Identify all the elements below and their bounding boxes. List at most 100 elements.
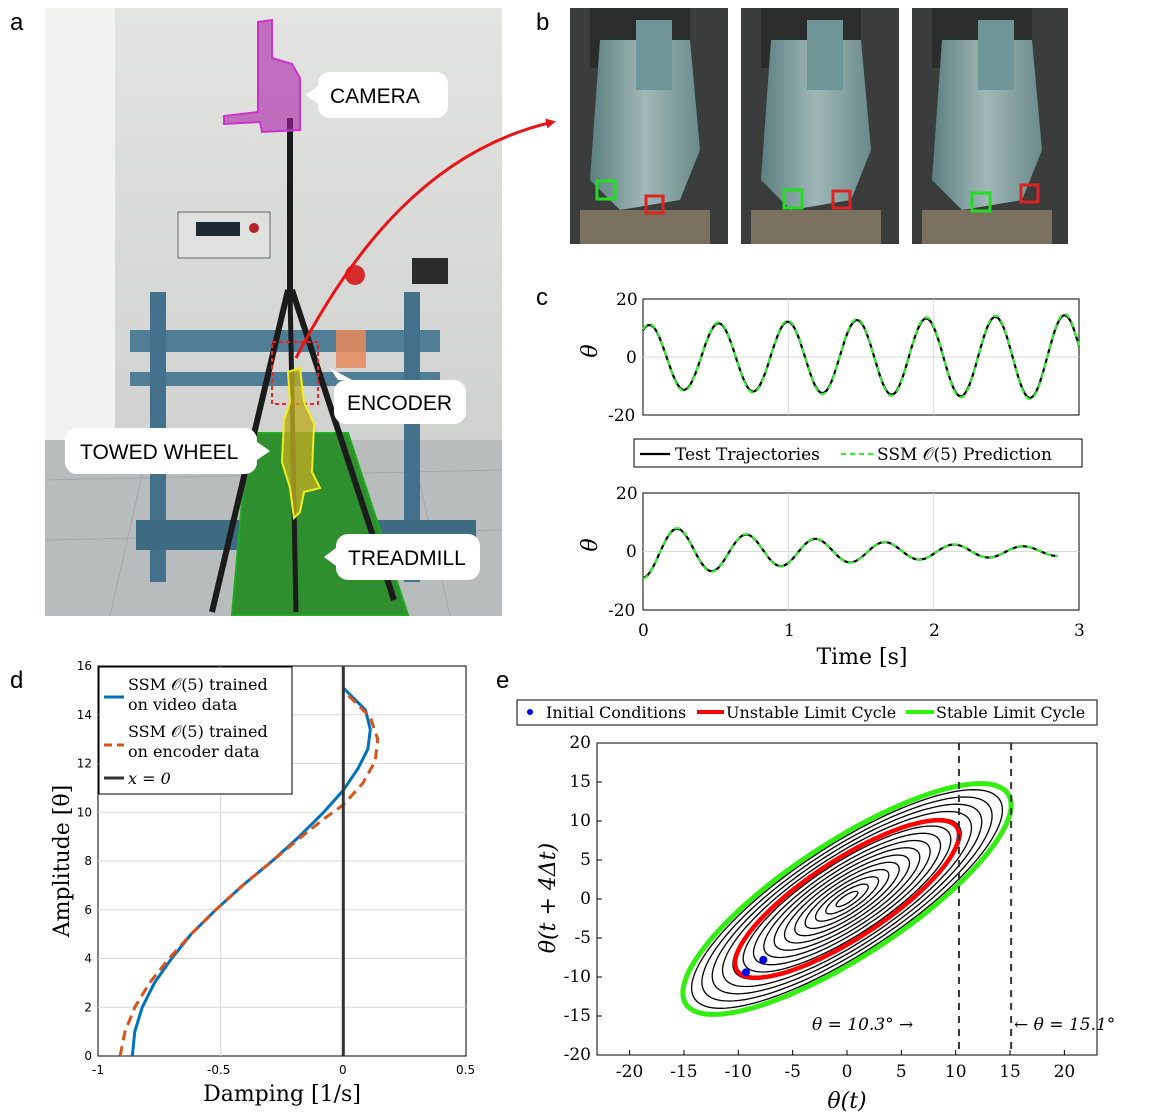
chart-d-yticks: 0 2 4 6 8 10 12 14 16: [77, 659, 92, 1063]
video-frame-1: [570, 8, 728, 244]
e-ylabel: θ(t + 4Δt): [536, 843, 561, 953]
callout-encoder-text: ENCODER: [347, 392, 452, 415]
e-stable-limit-cycle: [680, 781, 1014, 1017]
c-top-series-ssm: [642, 312, 1081, 401]
e-trajectory: [783, 854, 911, 944]
e-ytick-label: 20: [569, 733, 591, 753]
e-xtick-label: 10: [945, 1062, 967, 1082]
d-ytick: 10: [77, 805, 92, 819]
d-xtick-0: 0: [339, 1063, 347, 1077]
video-frame-3: [912, 8, 1068, 244]
callout-treadmill: TREADMILL: [324, 534, 480, 580]
e-xtick-label: 20: [1054, 1062, 1076, 1082]
e-trajectory: [742, 825, 952, 973]
video-frames: [570, 8, 1068, 244]
callout-towed-wheel-text: TOWED WHEEL: [80, 441, 238, 464]
callout-camera: CAMERA: [306, 72, 448, 118]
callout-treadmill-text: TREADMILL: [348, 547, 466, 570]
e-xtick-label: 5: [896, 1062, 907, 1082]
d-legend-video-1: SSM 𝒪(5) trained: [128, 675, 268, 694]
d-xtick-0.5: 0.5: [456, 1063, 475, 1077]
e-annotation-unstable: θ = 10.3° →: [812, 1015, 913, 1035]
d-ytick: 4: [84, 952, 92, 966]
e-trajectory: [814, 876, 880, 922]
d-ytick: 6: [84, 903, 92, 917]
chart-e-xticks: -20 -15 -10 -5 0 5 10 15 20: [616, 1050, 1075, 1082]
c-top-ytick-20: 20: [616, 290, 638, 310]
e-legend-stable: Stable Limit Cycle: [936, 703, 1085, 722]
e-xtick-label: 0: [842, 1062, 853, 1082]
e-ytick-label: 5: [580, 850, 591, 870]
c-bot-ytick-0: 0: [626, 542, 637, 562]
e-trajectory: [721, 810, 973, 988]
e-xlabel: θ(t): [827, 1089, 866, 1114]
d-ytick: 16: [77, 659, 92, 673]
c-bot-xtick-2: 2: [929, 621, 940, 641]
chart-c-top-grid: [643, 299, 1079, 415]
zoom-arrow: [294, 118, 556, 359]
e-trajectory: [773, 847, 921, 951]
chart-e-legend: Initial Conditions Unstable Limit Cycle …: [516, 699, 1098, 726]
d-ytick: 8: [84, 854, 92, 868]
d-legend-x0: x = 0: [128, 769, 171, 788]
e-xtick-label: -20: [616, 1062, 643, 1082]
d-series-video: [130, 686, 372, 1057]
e-xtick-label: 15: [999, 1062, 1021, 1082]
chart-c-bottom-lines: [642, 526, 1058, 580]
e-ytick-label: 0: [580, 889, 591, 909]
c-top-ylabel: θ: [578, 344, 603, 357]
chart-e-lines: [680, 743, 1014, 1055]
d-ytick: 12: [77, 757, 92, 771]
e-trajectory: [711, 803, 983, 995]
panel-label-b: b: [536, 9, 549, 36]
chart-d-lines: [118, 666, 380, 1057]
e-xtick-label: -10: [725, 1062, 752, 1082]
e-ytick-label: -20: [564, 1045, 591, 1065]
e-xtick-label: -15: [670, 1062, 697, 1082]
c-bot-ylabel: θ: [578, 538, 603, 551]
d-legend-encoder-1: SSM 𝒪(5) trained: [128, 722, 268, 741]
chart-e-yticks: 20 15 10 5 0 -5 -10 -15 -20: [564, 733, 602, 1065]
video-frame-2: [741, 8, 899, 244]
c-bot-xtick-0: 0: [638, 621, 649, 641]
panel-label-e: e: [496, 667, 509, 694]
e-annotation-stable: ← θ = 15.1°: [1014, 1015, 1115, 1035]
c-bot-series-ssm: [642, 526, 1058, 580]
setup-photo: CAMERA ENCODER TOWED WHEEL TREADMILL: [44, 8, 503, 617]
c-top-ytick-0: 0: [626, 348, 637, 368]
d-ylabel: Amplitude [θ]: [50, 785, 75, 938]
d-ytick: 0: [84, 1049, 92, 1063]
chart-c-top: 20 0 -20 θ: [578, 290, 1081, 426]
e-trajectory: [825, 883, 869, 915]
c-top-ytick-neg20: -20: [608, 406, 635, 426]
e-trajectory: [835, 890, 859, 908]
d-xtick-neg1: -1: [92, 1063, 104, 1077]
e-ytick-label: -5: [574, 928, 591, 948]
d-legend-encoder-2: on encoder data: [128, 742, 260, 761]
e-ytick-label: -15: [564, 1006, 591, 1026]
e-initial-condition: [759, 955, 768, 964]
panel-label-a: a: [10, 9, 24, 36]
d-xtick-neg0.5: -0.5: [207, 1063, 230, 1077]
d-series-encoder: [118, 694, 380, 1057]
d-ytick: 14: [77, 708, 92, 722]
e-xtick-label: -5: [784, 1062, 801, 1082]
c-legend-ssm: SSM 𝒪(5) Prediction: [877, 445, 1052, 465]
e-legend-ic-marker: [527, 709, 533, 715]
e-unstable-limit-cycle: [732, 818, 962, 980]
panel-label-c: c: [536, 284, 548, 311]
d-legend-video-2: on video data: [128, 695, 238, 714]
e-trajectory: [701, 796, 993, 1002]
callout-towed-wheel: TOWED WHEEL: [65, 428, 270, 474]
e-ytick-label: -10: [564, 967, 591, 987]
callout-encoder: ENCODER: [330, 368, 466, 424]
chart-d: 0 2 4 6 8 10 12 14 16 -1 -0.5 0 0.5 Damping [1/s…: [50, 659, 475, 1107]
chart-c-top-lines: [642, 312, 1081, 401]
e-legend-unstable: Unstable Limit Cycle: [726, 703, 896, 722]
e-trajectory: [804, 868, 890, 930]
e-ytick-label: 10: [569, 811, 591, 831]
d-ytick: 2: [84, 1000, 92, 1014]
c-bot-xtick-3: 3: [1074, 621, 1085, 641]
e-trajectory: [763, 839, 931, 959]
